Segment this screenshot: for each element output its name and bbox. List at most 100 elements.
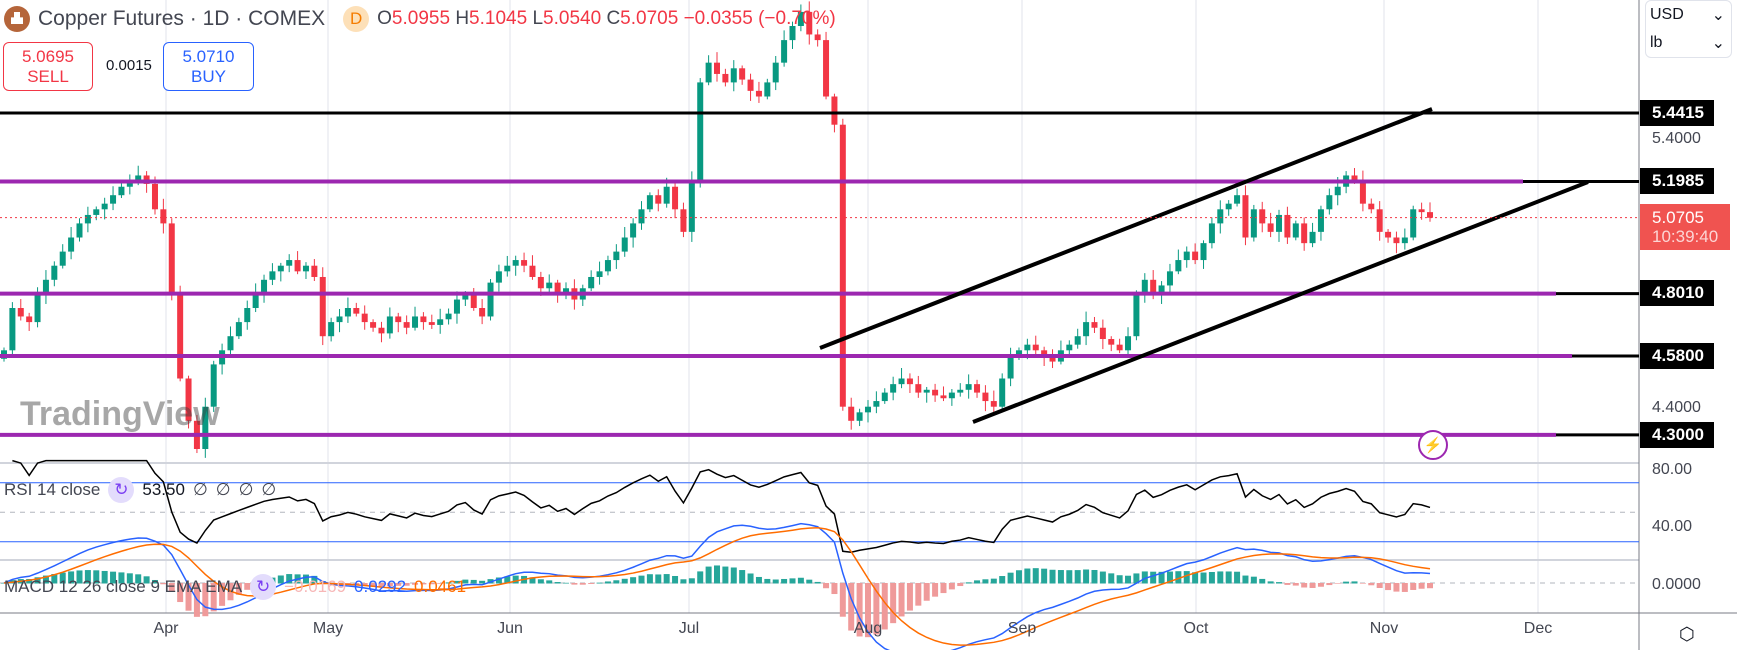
macd-histogram-bar: [1015, 570, 1022, 584]
macd-histogram-bar: [84, 570, 91, 584]
price-tick: 4.4000: [1652, 399, 1701, 416]
candle-body: [1326, 195, 1333, 210]
buy-button[interactable]: 5.0710 BUY: [163, 42, 254, 91]
candle-body: [789, 26, 796, 41]
candle-body: [68, 237, 75, 252]
macd-histogram-bar: [579, 583, 586, 585]
macd-histogram-bar: [747, 573, 754, 584]
candle-body: [445, 313, 452, 320]
macd-histogram-bar: [101, 570, 108, 584]
macd-histogram-bar: [93, 570, 100, 584]
macd-histogram-bar: [814, 581, 821, 584]
candle-body: [311, 265, 318, 277]
macd-histogram-bar: [772, 579, 779, 584]
macd-histogram-bar: [1091, 569, 1098, 584]
macd-histogram-bar: [974, 580, 981, 584]
macd-histogram-bar: [1242, 575, 1249, 584]
candle-body: [51, 265, 58, 280]
candle-body: [1351, 175, 1358, 182]
unit-dropdown[interactable]: lb ⌄: [1650, 34, 1725, 52]
candle-body: [34, 293, 41, 323]
macd-histogram-bar: [445, 582, 452, 584]
macd-histogram-bar: [1385, 583, 1392, 591]
candle-body: [160, 209, 167, 224]
candle-body: [261, 279, 268, 294]
candle-body: [932, 389, 939, 396]
candle-body: [1150, 279, 1157, 294]
macd-histogram-bar: [135, 574, 142, 584]
candle-body: [1125, 336, 1132, 351]
macd-histogram-bar: [621, 578, 628, 584]
candle-body: [210, 364, 217, 407]
candle-body: [512, 260, 519, 266]
macd-histogram-bar: [428, 583, 435, 585]
candle-body: [1133, 293, 1140, 337]
candle-body: [1292, 223, 1299, 238]
candle-body: [1015, 350, 1022, 356]
candle-body: [1024, 344, 1031, 351]
macd-histogram-bar: [68, 571, 75, 584]
macd-histogram-bar: [151, 579, 158, 584]
candle-body: [378, 327, 385, 334]
candle-body: [1267, 223, 1274, 232]
sell-button[interactable]: 5.0695 SELL: [3, 42, 93, 91]
candle-body: [487, 282, 494, 317]
macd-histogram-bar: [311, 575, 318, 584]
macd-histogram-bar: [563, 582, 570, 584]
candle-body: [722, 73, 729, 83]
macd-histogram-bar: [118, 572, 125, 584]
candle-body: [386, 316, 393, 334]
candle-body: [1225, 203, 1232, 210]
lightning-icon[interactable]: ⚡: [1418, 430, 1448, 460]
tradingview-watermark: TradingView: [20, 395, 220, 433]
macd-histogram-bar: [848, 583, 855, 631]
macd-histogram-bar: [739, 570, 746, 584]
macd-histogram-bar: [982, 579, 989, 584]
currency-dropdown[interactable]: USD ⌄: [1650, 6, 1725, 24]
refresh-icon[interactable]: ↻: [250, 574, 277, 600]
macd-histogram-bar: [386, 583, 393, 587]
level-label: 5.4415: [1640, 100, 1714, 126]
time-label: May: [312, 620, 344, 637]
candle-body: [1259, 209, 1266, 224]
candle-body: [638, 209, 645, 224]
candle-body: [630, 223, 637, 238]
macd-histogram-bar: [881, 583, 888, 630]
macd-histogram-bar: [479, 580, 486, 584]
channel-lower-trendline: [972, 180, 1589, 424]
time-label: Aug: [853, 620, 883, 637]
candle-body: [940, 395, 947, 399]
candle-body: [1183, 251, 1190, 261]
candle-body: [1108, 339, 1115, 345]
candle-body: [118, 186, 125, 196]
candle-body: [1074, 336, 1081, 345]
candle-body: [1242, 195, 1249, 238]
candle-body: [1334, 186, 1341, 196]
macd-histogram-bar: [965, 582, 972, 584]
macd-histogram-bar: [1192, 572, 1199, 584]
macd-histogram-bar: [630, 577, 637, 584]
candle-body: [110, 195, 117, 204]
candle-body: [864, 406, 871, 413]
candle-body: [957, 389, 964, 393]
macd-histogram-bar: [1225, 571, 1232, 584]
candle-body: [1041, 350, 1048, 356]
current-price-label: 5.0705 10:39:40: [1640, 204, 1730, 250]
candle-body: [286, 260, 293, 266]
candle-body: [328, 322, 335, 337]
candle-body: [9, 308, 16, 351]
refresh-icon[interactable]: ↻: [108, 477, 135, 503]
macd-histogram-bar: [1057, 570, 1064, 584]
candle-body: [1317, 209, 1324, 232]
candle-body: [1427, 212, 1433, 218]
macd-histogram-bar: [277, 575, 284, 584]
candle-body: [1091, 322, 1098, 328]
macd-histogram-bar: [680, 579, 687, 584]
candle-body: [26, 316, 33, 323]
symbol-title[interactable]: Copper Futures · 1D · COMEX: [38, 7, 326, 30]
settings-icon[interactable]: ⬡: [1679, 624, 1695, 644]
candle-body: [1099, 327, 1106, 340]
candle-body: [185, 378, 192, 421]
macd-histogram-bar: [1099, 571, 1106, 584]
